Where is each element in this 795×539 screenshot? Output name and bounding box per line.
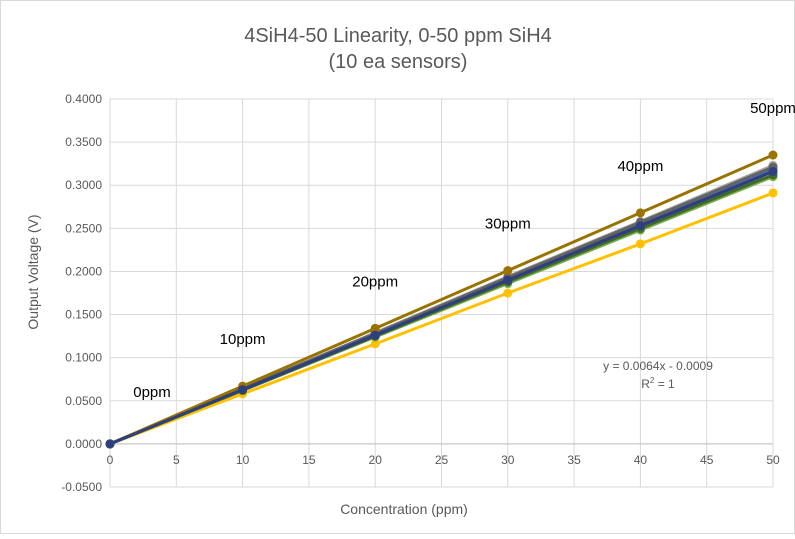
data-point [635,239,645,249]
data-point [503,275,513,285]
axes: -0.0500 0.0000 0.0500 0.1000 0.1500 0.2000 0.2… [61,92,780,494]
x-tick-label: 20 [369,453,383,467]
data-point [105,439,115,449]
x-tick-label: 15 [302,453,316,467]
annotation-label: 0ppm [133,384,171,401]
series-line [108,191,775,446]
x-tick-label: 50 [766,453,780,467]
data-point [768,188,778,198]
x-tick-label: 25 [435,453,449,467]
y-axis-label: Output Voltage (V) [25,214,41,329]
data-point [370,330,380,340]
x-tick-label: 40 [634,453,648,467]
annotation-label: 20ppm [352,273,398,290]
trendline-equation: y = 0.0064x - 0.0009 [603,359,713,373]
r-squared-superscript: 2 [650,376,655,385]
series-group [105,150,778,449]
data-point [238,385,248,395]
data-point [370,323,380,333]
r-squared-value: = 1 [654,377,675,391]
data-point [370,339,380,349]
chart-title-line1: 4SiH4-50 Linearity, 0-50 ppm SiH4 [244,25,552,47]
y-tick-label: 0.3000 [65,178,102,192]
x-tick-label: 5 [173,453,180,467]
data-point [635,208,645,218]
y-tick-label: 0.4000 [65,92,102,106]
y-tick-label: -0.0500 [61,480,102,494]
gridlines [109,98,774,488]
x-tick-label: 45 [700,453,714,467]
series-line [108,169,775,446]
annotation-label: 40ppm [617,158,663,175]
y-tick-label: 0.2000 [65,264,102,278]
y-tick-label: 0.1000 [65,351,102,365]
series-line [108,153,775,446]
x-tick-label: 10 [236,453,250,467]
x-axis-label: Concentration (ppm) [340,501,468,517]
y-tick-label: 0.0000 [65,437,102,451]
data-point [635,221,645,231]
data-point [503,288,513,298]
annotations: 0ppm 10ppm 20ppm 30ppm 40ppm 50ppm [133,100,795,401]
annotation-label: 50ppm [750,100,795,117]
data-point [768,166,778,176]
y-tick-label: 0.0500 [65,394,102,408]
data-point [503,266,513,276]
r-squared-prefix: R [641,377,650,391]
chart-title-line2: (10 ea sensors) [329,51,468,73]
y-tick-label: 0.1500 [65,308,102,322]
annotation-label: 30ppm [485,216,531,233]
x-tick-label: 30 [501,453,515,467]
annotation-label: 10ppm [220,331,266,348]
data-point [768,150,778,160]
y-tick-label: 0.2500 [65,221,102,235]
x-tick-label: 0 [107,453,114,467]
r-squared-label: R2 = 1 [641,376,675,391]
y-tick-label: 0.3500 [65,135,102,149]
x-tick-label: 35 [567,453,581,467]
series-10 [105,166,778,449]
